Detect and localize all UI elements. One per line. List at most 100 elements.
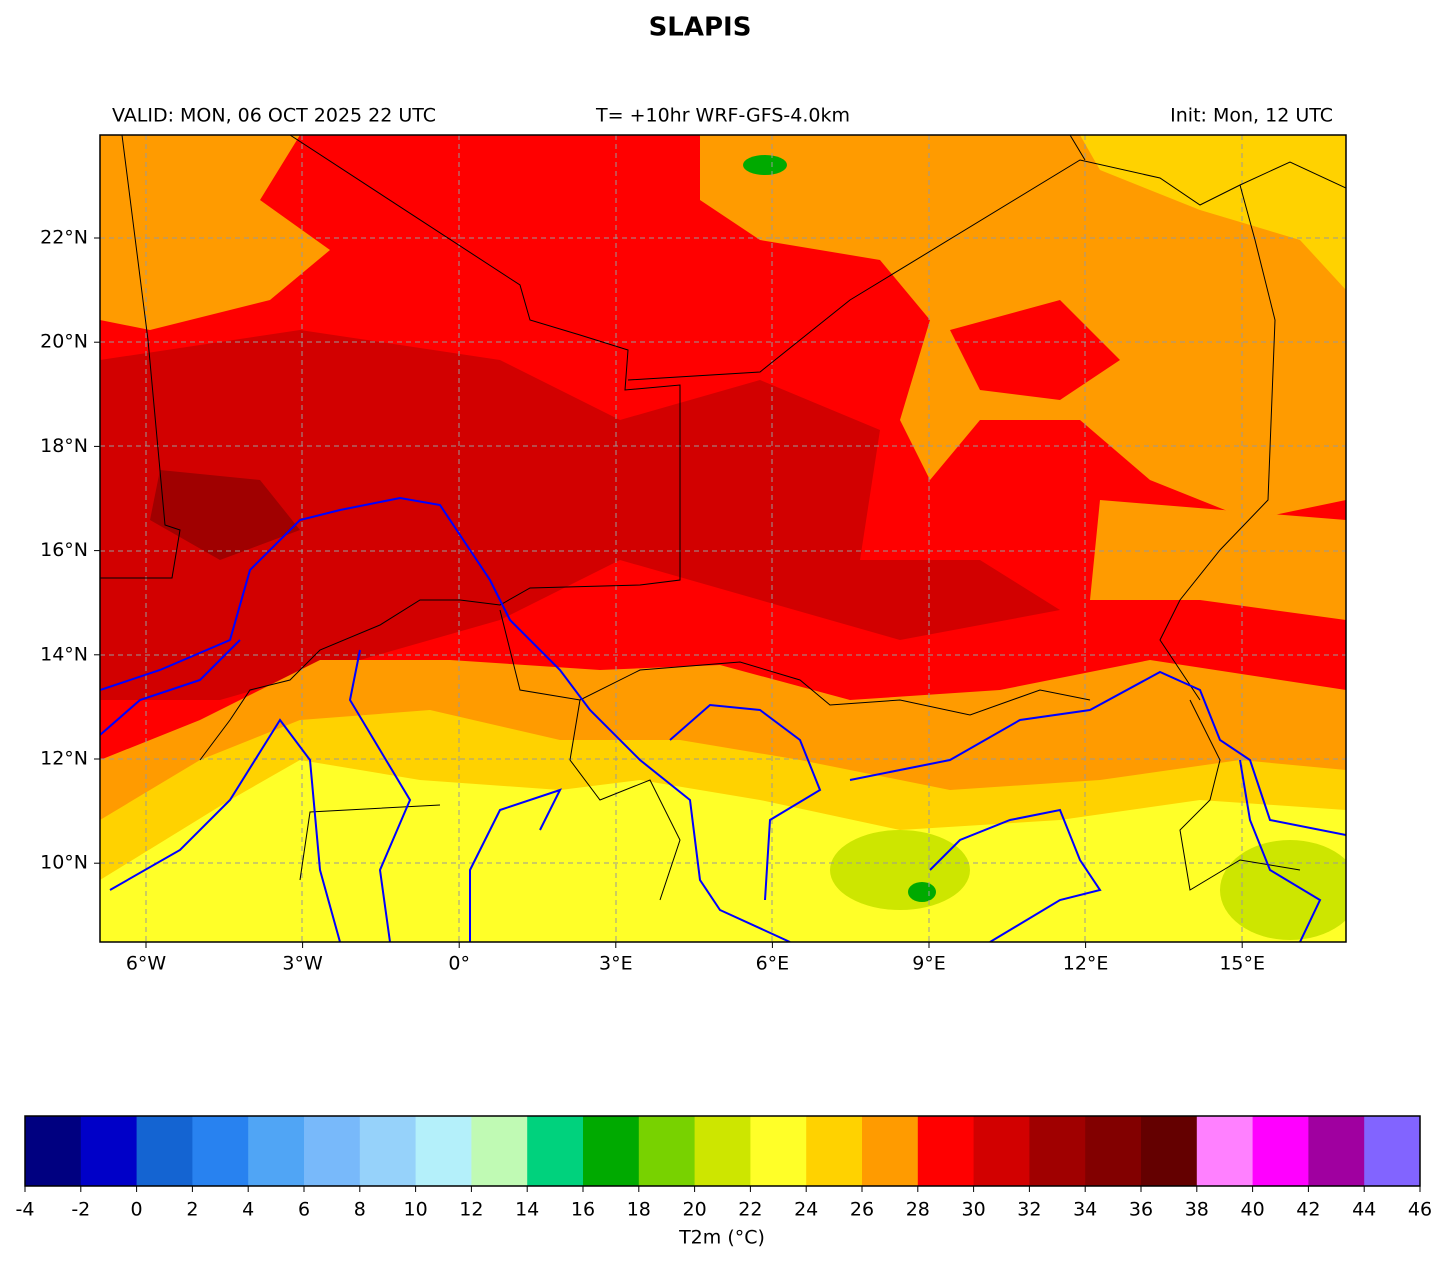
colorbar-tick-label: -2 bbox=[71, 1199, 90, 1221]
colorbar-tick-label: 22 bbox=[738, 1199, 762, 1221]
lat-label: 14°N bbox=[40, 643, 88, 665]
colorbar-cell bbox=[248, 1116, 305, 1186]
graticule bbox=[100, 135, 1346, 942]
colorbar-tick-label: 36 bbox=[1129, 1199, 1153, 1221]
field-darkest bbox=[150, 470, 300, 560]
colorbar-tick-label: 10 bbox=[404, 1199, 428, 1221]
border bbox=[199, 135, 681, 761]
colorbar-cell bbox=[80, 1116, 138, 1186]
colorbar-cell bbox=[583, 1116, 640, 1186]
rivers bbox=[100, 496, 1346, 942]
lat-label: 12°N bbox=[40, 748, 88, 770]
border bbox=[100, 135, 181, 579]
colorbar-cell bbox=[1085, 1116, 1142, 1186]
colorbar-tick-label: -4 bbox=[16, 1199, 35, 1221]
border bbox=[299, 699, 1301, 901]
colorbar-cell bbox=[415, 1116, 472, 1186]
colorbar-tick-label: 32 bbox=[1017, 1199, 1041, 1221]
colorbar-cell bbox=[638, 1116, 696, 1186]
colorbar-tick-label: 42 bbox=[1296, 1199, 1320, 1221]
lat-label: 16°N bbox=[40, 539, 88, 561]
river bbox=[100, 496, 791, 942]
grid-lines bbox=[100, 135, 1346, 942]
field-green bbox=[908, 882, 936, 902]
field-lime bbox=[830, 830, 970, 910]
colorbar-cell bbox=[359, 1116, 417, 1186]
lon-label: 15°E bbox=[1219, 953, 1265, 975]
border bbox=[499, 609, 1091, 716]
colorbar-tick-label: 38 bbox=[1185, 1199, 1209, 1221]
colorbar-tick-label: 6 bbox=[298, 1199, 310, 1221]
field-red bbox=[950, 300, 1120, 400]
colorbar-tick-label: 8 bbox=[354, 1199, 366, 1221]
colorbar-cell bbox=[1364, 1116, 1421, 1186]
river bbox=[849, 670, 1346, 836]
colorbar-tick-label: 40 bbox=[1241, 1199, 1265, 1221]
colorbar-tick-label: 46 bbox=[1408, 1199, 1432, 1221]
map-frame bbox=[99, 134, 1347, 943]
lon-label: 12°E bbox=[1063, 953, 1109, 975]
colorbar-tick-label: 44 bbox=[1352, 1199, 1376, 1221]
colorbar-tick-label: 14 bbox=[515, 1199, 539, 1221]
river bbox=[1239, 759, 1322, 942]
colorbar-tick-label: 18 bbox=[627, 1199, 651, 1221]
colorbar-tick-label: 0 bbox=[131, 1199, 143, 1221]
field-orange bbox=[100, 135, 330, 330]
field-darkred bbox=[100, 330, 1060, 700]
colorbar-tick-label: 28 bbox=[906, 1199, 930, 1221]
river bbox=[669, 703, 822, 901]
field-green bbox=[743, 155, 787, 175]
colorbar-cell bbox=[973, 1116, 1030, 1186]
lat-label: 18°N bbox=[40, 435, 88, 457]
colorbar-cell bbox=[862, 1116, 919, 1186]
lon-label: 6°W bbox=[126, 953, 167, 975]
colorbar-tick-label: 26 bbox=[850, 1199, 874, 1221]
field-yellow bbox=[100, 760, 1346, 942]
colorbar-cell bbox=[527, 1116, 584, 1186]
lon-label: 0° bbox=[448, 953, 470, 975]
colorbar-frame bbox=[24, 1115, 1421, 1187]
lon-label: 9°E bbox=[912, 953, 946, 975]
valid-time: VALID: MON, 06 OCT 2025 22 UTC bbox=[112, 105, 436, 127]
colorbar-cell bbox=[192, 1116, 249, 1186]
lon-label: 3°W bbox=[282, 953, 323, 975]
river bbox=[109, 649, 562, 942]
lon-label: 3°E bbox=[599, 953, 633, 975]
colorbar-cell bbox=[1308, 1116, 1365, 1186]
colorbar-tick-label: 12 bbox=[459, 1199, 483, 1221]
run-info: T= +10hr WRF-GFS-4.0km bbox=[595, 105, 850, 127]
colorbar-cell bbox=[750, 1116, 807, 1186]
lat-labels: 22°N 20°N 18°N 16°N 14°N 12°N 10°N bbox=[40, 227, 100, 874]
lon-labels: 6°W 3°W 0° 3°E 6°E 9°E 12°E 15°E bbox=[126, 942, 1265, 975]
lon-label: 6°E bbox=[756, 953, 790, 975]
border bbox=[627, 159, 1346, 381]
init-time: Init: Mon, 12 UTC bbox=[1170, 105, 1333, 127]
field-yellow bbox=[1080, 135, 1346, 290]
river bbox=[929, 808, 1102, 942]
lat-label: 10°N bbox=[40, 852, 88, 874]
colorbar-cell bbox=[304, 1116, 361, 1186]
colorbar-cell bbox=[1029, 1116, 1086, 1186]
lat-label: 22°N bbox=[40, 227, 88, 249]
colorbar-tick-label: 16 bbox=[571, 1199, 595, 1221]
field-lime bbox=[1220, 840, 1346, 940]
colorbar-tick-label: 2 bbox=[186, 1199, 198, 1221]
colorbar-tick-label: 4 bbox=[242, 1199, 254, 1221]
field-orange bbox=[1090, 500, 1346, 620]
river bbox=[100, 639, 241, 736]
colorbar-cell bbox=[1252, 1116, 1309, 1186]
colorbar-cell bbox=[694, 1116, 751, 1186]
colorbar-cell bbox=[917, 1116, 975, 1186]
title: SLAPIS bbox=[649, 13, 752, 43]
colorbar-cell bbox=[471, 1116, 528, 1186]
colorbar-cell bbox=[1141, 1116, 1198, 1186]
colorbar-cell bbox=[25, 1116, 82, 1186]
colorbar: -4 -2 0 2 4 6 8 10 12 14 16 18 20 22 24 26 28 30 32 34 36 38 4… bbox=[16, 1115, 1432, 1221]
map-field bbox=[100, 135, 1346, 942]
colorbar-tick-label: 20 bbox=[683, 1199, 707, 1221]
border bbox=[1069, 135, 1276, 701]
colorbar-tick-label: 30 bbox=[962, 1199, 986, 1221]
colorbar-cell bbox=[806, 1116, 863, 1186]
colorbar-tick-label: 24 bbox=[794, 1199, 818, 1221]
